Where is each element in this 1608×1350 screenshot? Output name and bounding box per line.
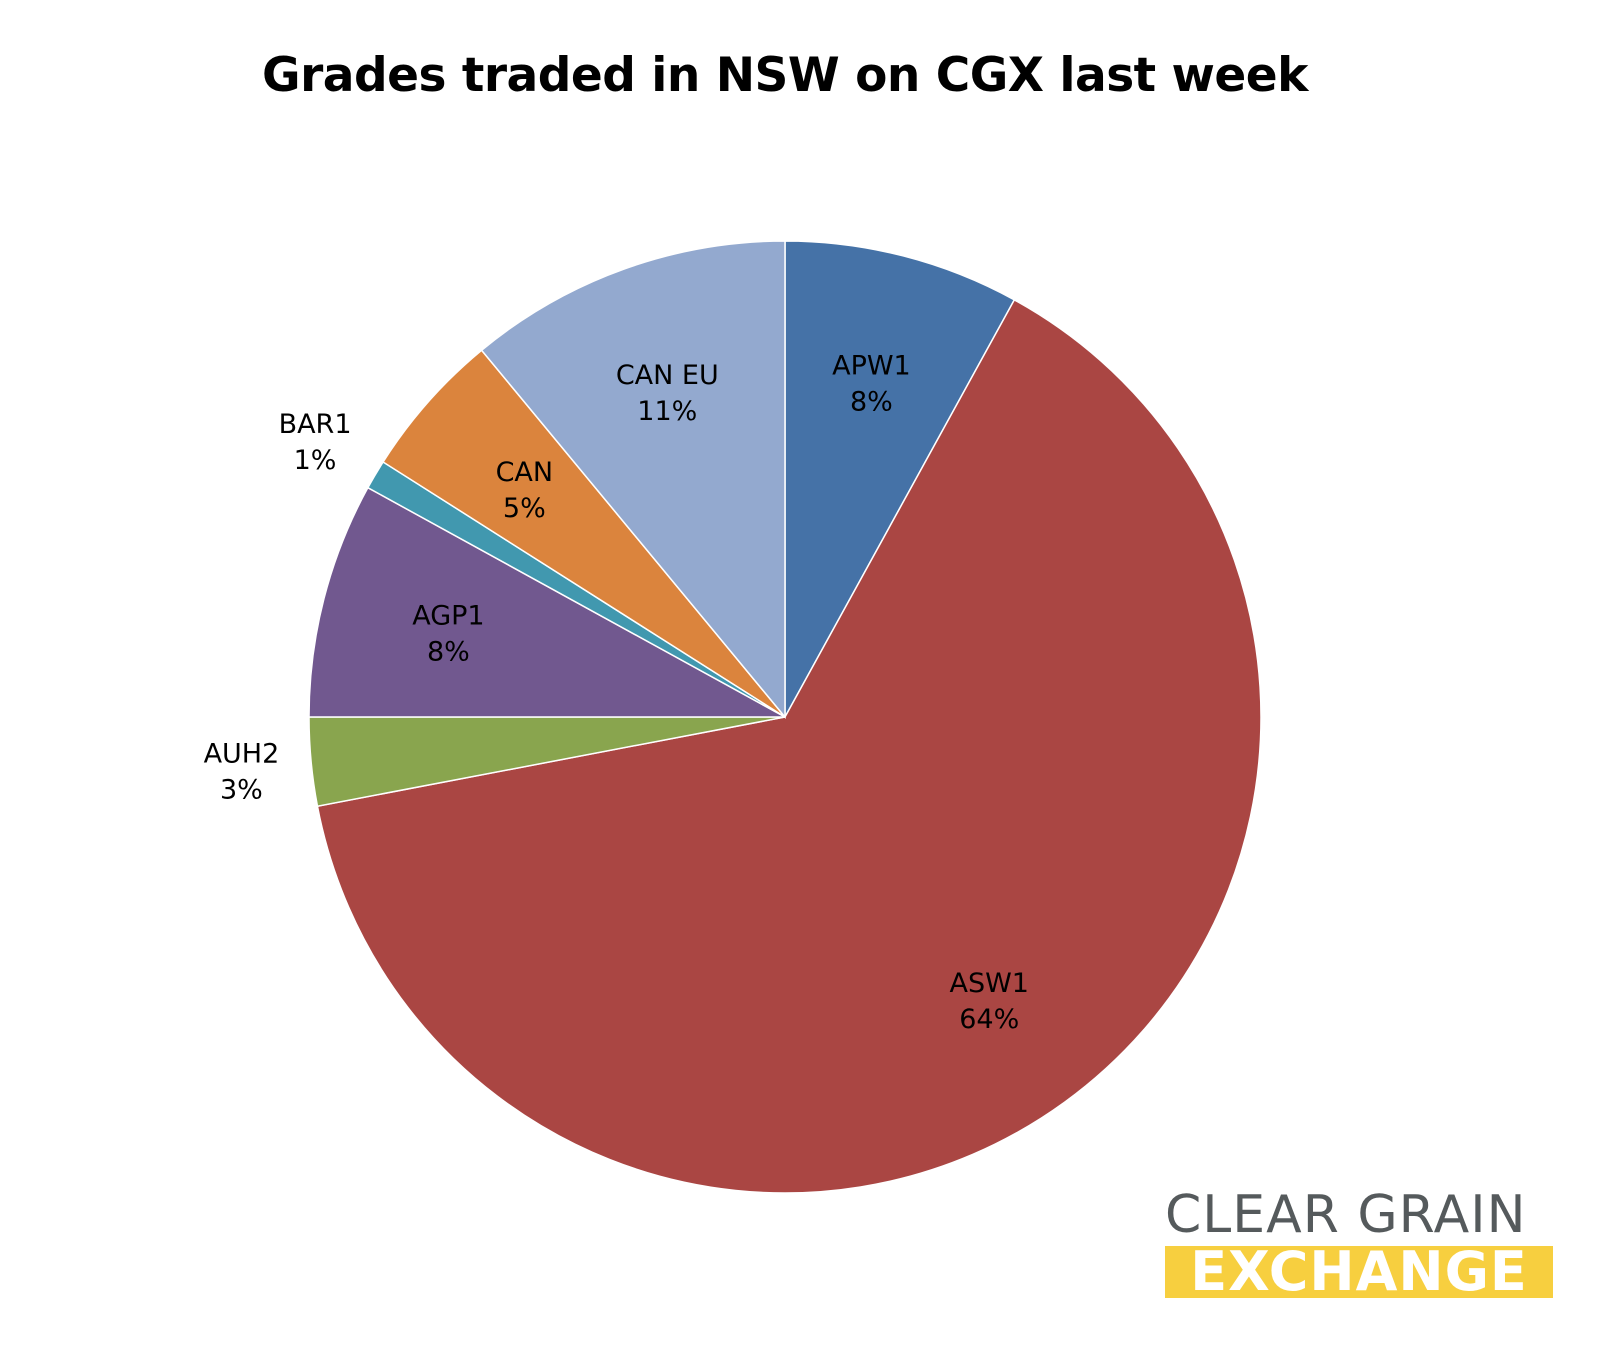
logo-line-clear-grain: CLEAR GRAIN [1165,1185,1527,1245]
pie-label-asw1: ASW1 64% [950,968,1029,1035]
pie-labels: APW1 8% ASW1 64% AUH2 3% AGP1 8% BAR1 1% CAN 5% CAN … [204,350,1029,1035]
pie-slice-asw1 [316,298,1262,1194]
pie-slices [308,240,1262,1194]
pie-label-apw1: APW1 8% [832,350,911,417]
pie-label-can: CAN 5% [496,457,554,524]
chart-title: Grades traded in NSW on CGX last week [262,48,1308,103]
pie-slice-apw1 [784,240,1016,718]
pie-label-agp1: AGP1 8% [412,601,484,668]
clear-grain-exchange-logo: CLEAR GRAIN EXCHANGE [1165,1188,1557,1298]
pie-label-can-eu: CAN EU 11% [616,360,719,427]
pie-label-bar1: BAR1 1% [279,409,352,476]
logo-line-exchange: EXCHANGE [1165,1246,1553,1298]
pie-label-auh2: AUH2 3% [204,738,280,805]
pie-slice-agp1 [308,486,786,718]
pie-slice-can [382,349,786,718]
pie-slice-can-eu [480,240,786,720]
